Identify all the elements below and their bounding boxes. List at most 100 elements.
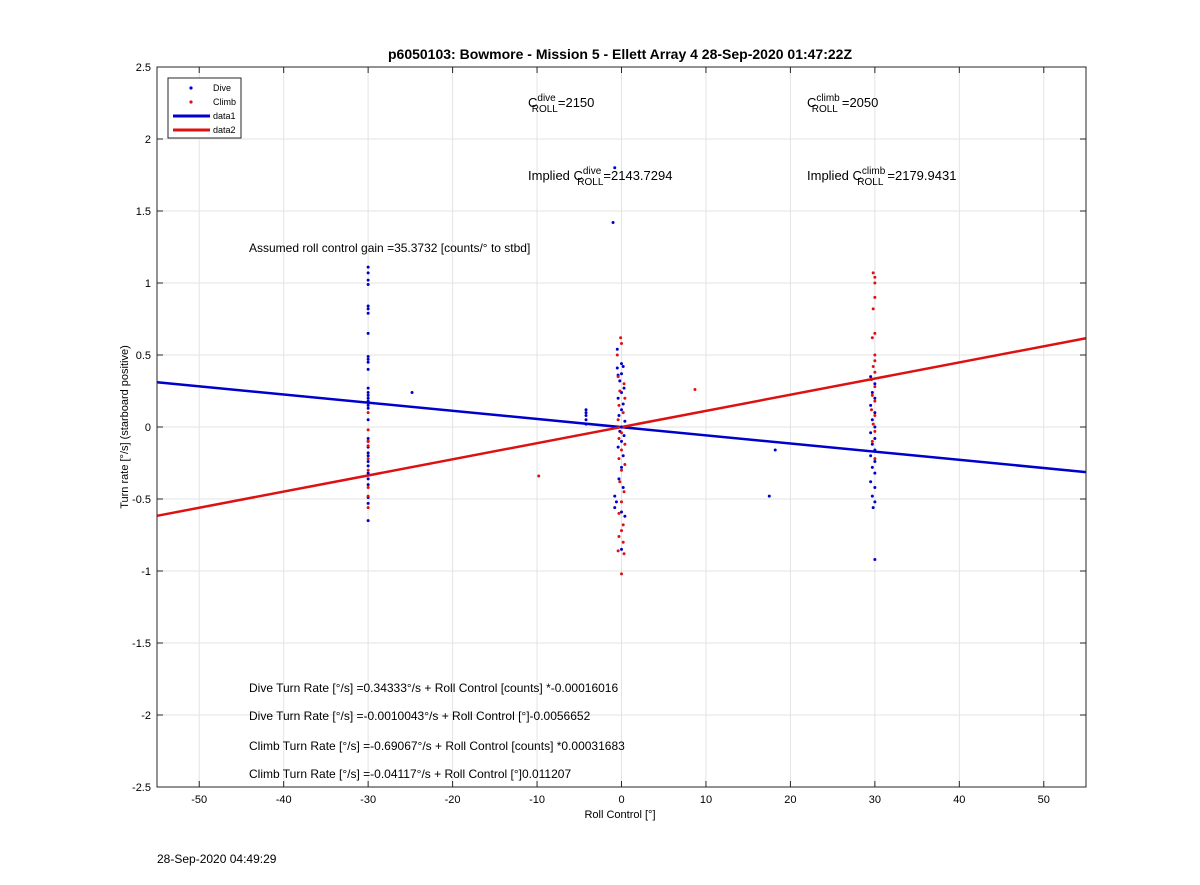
data-point-dive — [617, 413, 621, 417]
data-point-dive — [366, 396, 370, 400]
data-point-dive — [366, 393, 370, 397]
climb-counts-equation: Climb Turn Rate [°/s] =-0.69067°/s + Rol… — [249, 739, 625, 753]
data-point-dive — [366, 401, 370, 405]
data-point-dive — [366, 357, 370, 361]
data-point-climb — [873, 295, 877, 299]
x-axis-label: Roll Control [°] — [584, 809, 655, 821]
data-point-dive — [611, 221, 615, 225]
data-point-dive — [366, 390, 370, 394]
data-point-climb — [620, 448, 623, 452]
x-tick-label: 50 — [1038, 794, 1050, 806]
y-tick-label: 0 — [145, 422, 151, 434]
data-point-dive — [869, 480, 873, 484]
data-point-climb — [873, 399, 877, 403]
data-point-climb — [622, 552, 626, 556]
data-point-climb — [622, 425, 626, 429]
data-point-dive — [869, 403, 873, 407]
data-point-climb — [620, 431, 623, 435]
data-point-climb — [623, 396, 627, 400]
data-point-climb — [617, 457, 621, 461]
data-point-climb — [616, 549, 620, 553]
data-point-dive — [870, 494, 874, 498]
data-point-climb — [617, 403, 621, 407]
data-point-climb — [620, 468, 623, 472]
data-point-climb — [623, 442, 627, 446]
y-axis-label: Turn rate [°/s] (starboard positive) — [119, 345, 131, 509]
data-point-dive — [366, 460, 370, 464]
x-tick-label: -30 — [360, 794, 376, 806]
data-point-climb — [620, 341, 623, 345]
data-point-dive — [873, 396, 877, 400]
data-point-climb — [693, 388, 697, 392]
data-point-dive — [616, 445, 620, 449]
data-point-climb — [366, 506, 370, 510]
data-point-dive — [620, 362, 623, 366]
data-point-dive — [621, 454, 625, 458]
data-point-climb — [616, 418, 620, 422]
data-point-climb — [617, 437, 621, 441]
data-point-climb — [366, 411, 370, 415]
data-point-climb — [873, 353, 877, 357]
data-point-climb — [617, 511, 621, 515]
data-point-dive — [366, 451, 370, 455]
data-point-dive — [366, 265, 370, 269]
data-point-climb — [621, 540, 625, 544]
data-point-dive — [613, 506, 617, 510]
data-point-dive — [584, 411, 588, 415]
data-point-dive — [870, 418, 874, 422]
data-point-climb — [873, 331, 877, 335]
data-point-climb — [366, 494, 370, 498]
implied-climb-annotation: Implied Cclimb ROLL =2179.9431 — [807, 166, 956, 188]
data-point-climb — [366, 457, 370, 461]
data-point-dive — [366, 519, 370, 523]
data-point-dive — [615, 366, 619, 370]
data-point-dive — [873, 471, 877, 475]
data-point-climb — [871, 307, 875, 311]
y-tick-label: -1 — [141, 566, 151, 578]
data-point-dive — [366, 386, 370, 390]
data-point-climb — [622, 382, 626, 386]
c-dive-annotation: Cdive ROLL=2150 — [528, 93, 594, 115]
y-tick-label: 0.5 — [136, 350, 151, 362]
data-point-climb — [366, 439, 370, 443]
climb-degrees-equation: Climb Turn Rate [°/s] =-0.04117°/s + Rol… — [249, 767, 571, 781]
y-tick-label: 2.5 — [136, 62, 151, 74]
data-point-climb — [873, 385, 877, 389]
legend-climb-marker — [189, 100, 193, 104]
x-tick-label: -20 — [445, 794, 461, 806]
data-point-dive — [620, 510, 623, 514]
x-tick-label: -10 — [529, 794, 545, 806]
c-climb-annotation: Cclimb ROLL =2050 — [807, 93, 878, 115]
data-point-dive — [873, 557, 877, 561]
data-point-dive — [366, 464, 370, 468]
implied-dive-annotation: Implied Cdive ROLL=2143.7294 — [528, 166, 672, 188]
y-tick-label: -2 — [141, 710, 151, 722]
data-point-climb — [616, 375, 620, 379]
data-point-dive — [366, 331, 370, 335]
data-point-dive — [410, 390, 414, 394]
data-point-climb — [870, 393, 874, 397]
y-tick-label: 2 — [145, 134, 151, 146]
legend-climb-label: Climb — [213, 97, 236, 107]
x-tick-label: -40 — [276, 794, 292, 806]
data-point-dive — [623, 514, 627, 518]
legend-dive-label: Dive — [213, 83, 231, 93]
data-point-climb — [620, 572, 623, 576]
data-point-climb — [871, 422, 875, 426]
x-tick-label: 30 — [869, 794, 881, 806]
data-point-dive — [584, 422, 588, 426]
x-tick-label: 20 — [784, 794, 796, 806]
data-point-dive — [366, 304, 370, 308]
dive-degrees-equation: Dive Turn Rate [°/s] =-0.0010043°/s + Ro… — [249, 709, 591, 723]
data-point-climb — [870, 336, 874, 340]
data-point-climb — [869, 377, 873, 381]
data-point-dive — [623, 419, 627, 423]
legend-data1-label: data1 — [213, 111, 236, 121]
data-point-climb — [366, 485, 370, 489]
data-point-climb — [869, 408, 873, 412]
data-point-dive — [366, 406, 370, 410]
data-point-dive — [873, 411, 877, 415]
data-point-dive — [871, 506, 875, 510]
data-point-dive — [621, 365, 625, 369]
data-point-dive — [870, 390, 874, 394]
